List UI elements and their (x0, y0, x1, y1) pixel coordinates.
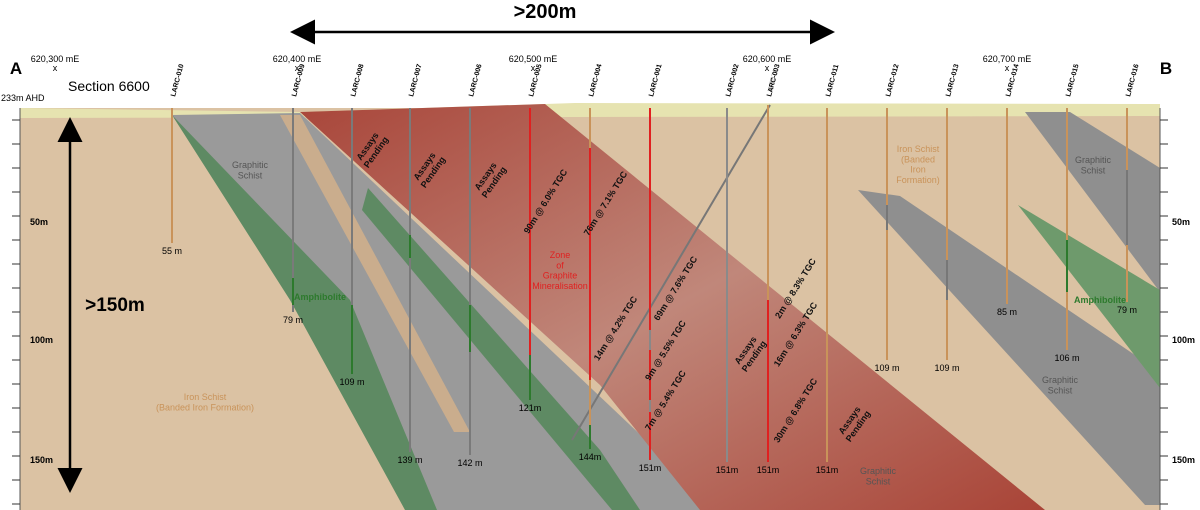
label-line: Iron Schist (897, 144, 940, 154)
section-title: Section 6600 (68, 78, 150, 94)
easting: 620,600 mE (743, 54, 792, 64)
label-line: Amphibolite (1074, 295, 1126, 305)
section-start: A (10, 59, 22, 78)
unit-label: Graphitic Schist (232, 160, 269, 180)
hole-depth: 144m (579, 452, 602, 462)
section-end: B (1160, 59, 1172, 78)
label-line: Schist (238, 170, 263, 180)
hole-label: LARC-006 (468, 63, 483, 97)
label-line: Graphitic (232, 160, 269, 170)
hole-depth: 151m (816, 465, 839, 475)
hole-label: LARC-009 (291, 63, 306, 97)
depth-label: 150m (30, 455, 53, 465)
hole-ws071 (571, 104, 771, 441)
hole-label: LARC-008 (350, 63, 365, 97)
unit-label: Iron Schist (Banded Iron Formation) (156, 392, 254, 412)
datum: 233m AHD (1, 93, 45, 103)
easting-marker: x (765, 63, 770, 73)
hole-depth: 139 m (397, 455, 422, 465)
hole-depth: 55 m (162, 246, 182, 256)
hole-depth: 79 m (283, 315, 303, 325)
hole-label: LARC-001 (648, 63, 663, 97)
hole-label: LARC-007 (408, 63, 423, 97)
unit-label: Graphitic Schist (1075, 155, 1112, 175)
easting: 620,400 mE (273, 54, 322, 64)
unit-label: Amphibolite (294, 292, 346, 302)
hole-depth: 85 m (997, 307, 1017, 317)
easting: 620,500 mE (509, 54, 558, 64)
label-line: Schist (866, 476, 891, 486)
easting-marker: x (1005, 63, 1010, 73)
label-line: Amphibolite (294, 292, 346, 302)
hole-label: LARC-012 (885, 63, 900, 97)
span-label: >200m (514, 1, 577, 23)
label-line: Schist (1048, 385, 1073, 395)
hole-depth: 109 m (934, 363, 959, 373)
unit-label: Amphibolite (1074, 295, 1126, 305)
hole-depth: 121m (519, 403, 542, 413)
easting-marker: x (295, 63, 300, 73)
easting-marker: x (531, 63, 536, 73)
depth-label: 100m (1172, 335, 1195, 345)
unit-label: Graphitic Schist (1042, 375, 1079, 395)
unit-label: Graphitic Schist (860, 466, 897, 486)
label-line: (Banded Iron Formation) (156, 402, 254, 412)
amphibolite (1018, 205, 1160, 388)
label-line: Schist (1081, 165, 1106, 175)
depth-span-label: >150m (85, 295, 145, 316)
label-line: Graphitic (1075, 155, 1112, 165)
label-line: (Banded (901, 154, 935, 164)
hole-label: LARC-015 (1065, 63, 1080, 97)
easting: 620,700 mE (983, 54, 1032, 64)
mineralisation-zone (300, 104, 1045, 510)
hole-label: LARC-011 (825, 64, 840, 98)
hole-depth: 109 m (874, 363, 899, 373)
hole-label: LARC-004 (588, 63, 603, 97)
amphibolite (362, 188, 640, 510)
label-line: Graphitic (860, 466, 897, 476)
hole-label: LARC-002 (725, 63, 740, 97)
depth-label: 50m (1172, 217, 1190, 227)
hole-label: LARC-016 (1125, 63, 1140, 97)
hole-depth: 151m (639, 463, 662, 473)
depth-label: 150m (1172, 455, 1195, 465)
amphibolite (172, 115, 437, 510)
hole-depth: 79 m (1117, 305, 1137, 315)
iron-schist-band (280, 115, 470, 432)
graphitic-schist (172, 113, 720, 510)
label-line: Formation) (896, 175, 940, 185)
label-line: Mineralisation (532, 281, 588, 291)
hole-depth: 151m (757, 465, 780, 475)
graphitic-schist (858, 190, 1160, 505)
label-line: Zone (550, 250, 571, 260)
label-line: Iron (910, 165, 926, 175)
unit-label: Zone of Graphite Mineralisation (532, 250, 588, 291)
unit-label: Iron Schist (Banded Iron Formation) (896, 144, 940, 185)
label-line: Iron Schist (184, 392, 227, 402)
label-line: of (556, 260, 564, 270)
depth-label: 100m (30, 335, 53, 345)
easting: 620,300 mE (31, 54, 80, 64)
hole-label: LARC-013 (945, 63, 960, 97)
hole-depth: 151m (716, 465, 739, 475)
label-line: Graphitic (1042, 375, 1079, 385)
hole-depth: 109 m (339, 377, 364, 387)
depth-label: 50m (30, 217, 48, 227)
easting-marker: x (53, 63, 58, 73)
hole-depth: 106 m (1054, 353, 1079, 363)
label-line: Graphite (543, 271, 578, 281)
hole-depth: 142 m (457, 458, 482, 468)
hole-label: LARC-010 (170, 63, 185, 97)
